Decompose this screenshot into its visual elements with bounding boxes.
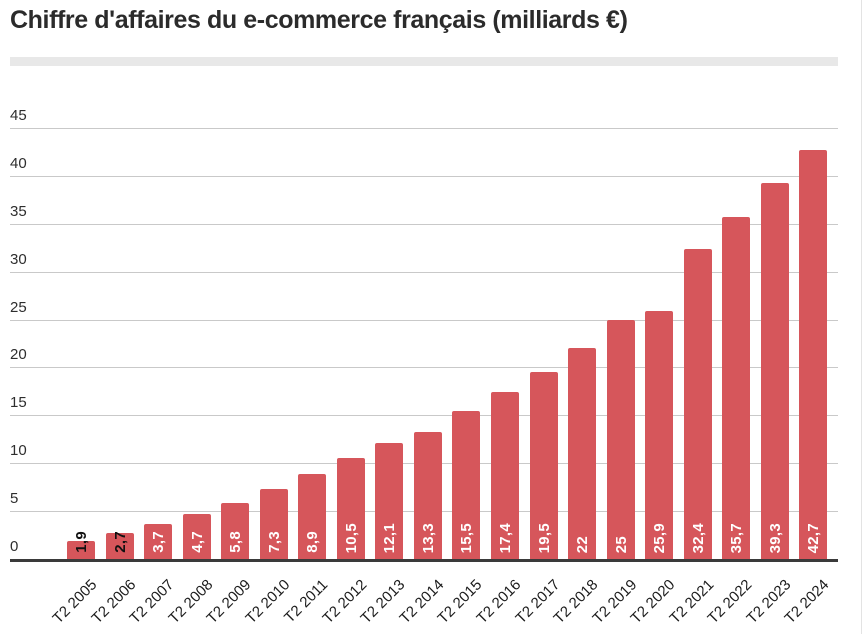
y-axis-label: 20 bbox=[10, 346, 27, 363]
bar-value-text: 17,4 bbox=[496, 522, 514, 553]
y-axis-label: 45 bbox=[10, 107, 27, 124]
y-gridline bbox=[10, 128, 838, 129]
bar-value-text: 25,9 bbox=[650, 522, 668, 553]
y-axis-label: 10 bbox=[10, 442, 27, 459]
bar-value-label: 12,1 bbox=[379, 523, 399, 553]
bar-value-text: 1,9 bbox=[72, 531, 90, 553]
bar-value-text: 25 bbox=[612, 535, 630, 553]
bar bbox=[260, 489, 288, 559]
bar-value-text: 10,5 bbox=[342, 522, 360, 553]
bar bbox=[684, 249, 712, 559]
bar-value-label: 19,5 bbox=[534, 523, 554, 553]
y-axis-label: 0 bbox=[10, 538, 19, 555]
bar-value-text: 15,5 bbox=[457, 522, 475, 553]
bar-value-label: 5,8 bbox=[225, 531, 245, 553]
bar-value-text: 8,9 bbox=[303, 531, 321, 553]
bar-value-label: 15,5 bbox=[456, 523, 476, 553]
bar bbox=[337, 458, 365, 559]
x-axis-line bbox=[10, 559, 838, 562]
bar-value-label: 17,4 bbox=[495, 523, 515, 553]
y-gridline bbox=[10, 176, 838, 177]
bar-value-label: 2,7 bbox=[110, 531, 130, 553]
bar-value-label: 13,3 bbox=[418, 523, 438, 553]
bar-value-label: 25,9 bbox=[649, 523, 669, 553]
bar-value-label: 3,7 bbox=[148, 531, 168, 553]
bar-value-label: 42,7 bbox=[803, 523, 823, 553]
bar bbox=[568, 348, 596, 559]
bar-value-text: 7,3 bbox=[265, 531, 283, 553]
bar-value-label: 7,3 bbox=[264, 531, 284, 553]
bar-value-label: 4,7 bbox=[187, 531, 207, 553]
bar-value-text: 39,3 bbox=[766, 522, 784, 553]
bar-value-label: 22 bbox=[572, 536, 592, 553]
bar-value-text: 42,7 bbox=[804, 522, 822, 553]
bar bbox=[414, 432, 442, 559]
bar-value-text: 32,4 bbox=[689, 522, 707, 553]
bar bbox=[375, 443, 403, 559]
y-axis-label: 25 bbox=[10, 299, 27, 316]
y-axis-label: 15 bbox=[10, 394, 27, 411]
bar bbox=[183, 514, 211, 559]
bar bbox=[645, 311, 673, 559]
bar-value-label: 8,9 bbox=[302, 531, 322, 553]
bar-value-text: 13,3 bbox=[419, 522, 437, 553]
bar bbox=[722, 217, 750, 559]
title-divider bbox=[10, 57, 838, 66]
y-gridline bbox=[10, 272, 838, 273]
bar bbox=[607, 320, 635, 559]
y-gridline bbox=[10, 367, 838, 368]
y-gridline bbox=[10, 320, 838, 321]
bar bbox=[799, 150, 827, 559]
bar-value-text: 2,7 bbox=[111, 531, 129, 553]
bar-value-label: 10,5 bbox=[341, 523, 361, 553]
bar-value-text: 4,7 bbox=[188, 531, 206, 553]
bar bbox=[298, 474, 326, 559]
chart-title: Chiffre d'affaires du e-commerce françai… bbox=[10, 6, 628, 34]
bar-value-text: 3,7 bbox=[149, 531, 167, 553]
bar bbox=[491, 392, 519, 559]
window-edge bbox=[861, 0, 862, 634]
y-axis-label: 35 bbox=[10, 203, 27, 220]
bar bbox=[106, 533, 134, 559]
y-axis-label: 40 bbox=[10, 155, 27, 172]
bar-value-label: 1,9 bbox=[71, 531, 91, 553]
bar-value-text: 22 bbox=[573, 535, 591, 553]
bar bbox=[144, 524, 172, 559]
bar-value-text: 19,5 bbox=[535, 522, 553, 553]
bar-value-text: 5,8 bbox=[226, 531, 244, 553]
bar-value-text: 12,1 bbox=[380, 522, 398, 553]
bar-value-text: 35,7 bbox=[727, 522, 745, 553]
bar-value-label: 39,3 bbox=[765, 523, 785, 553]
bar bbox=[221, 503, 249, 559]
y-axis-label: 5 bbox=[10, 490, 19, 507]
bar bbox=[761, 183, 789, 559]
bar bbox=[530, 372, 558, 559]
bar bbox=[452, 411, 480, 559]
y-axis-label: 30 bbox=[10, 251, 27, 268]
bar-value-label: 32,4 bbox=[688, 523, 708, 553]
bar-value-label: 35,7 bbox=[726, 523, 746, 553]
y-gridline bbox=[10, 224, 838, 225]
y-gridline bbox=[10, 415, 838, 416]
bar bbox=[67, 541, 95, 559]
bar-value-label: 25 bbox=[611, 536, 631, 553]
